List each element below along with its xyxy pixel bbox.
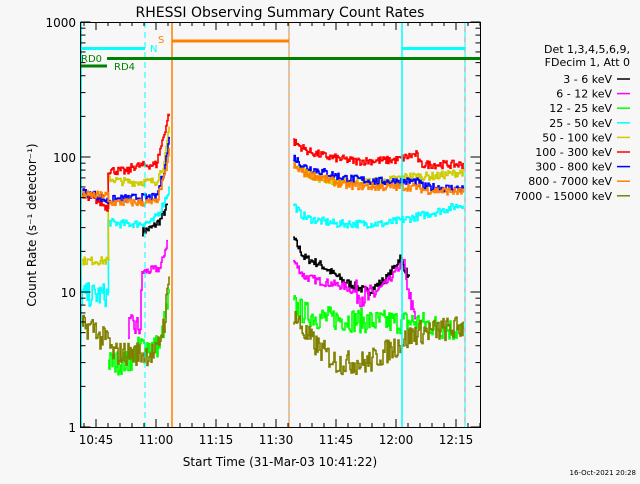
x-tick-label: 11:15 [199, 433, 234, 447]
series-line-7-segment-1 [293, 163, 464, 196]
legend-label: 25 - 50 keV [549, 117, 612, 130]
x-tick-label: 12:00 [379, 433, 414, 447]
series-line-3-segment-1 [293, 202, 464, 229]
series-line-0-segment-0 [142, 203, 168, 237]
legend-header-2: FDecim 1, Att 0 [545, 56, 630, 69]
legend-label: 6 - 12 keV [556, 88, 612, 101]
x-tick-label: 11:00 [139, 433, 174, 447]
s-label: S [158, 35, 164, 46]
series-line-2-segment-0 [108, 289, 170, 376]
rd4-label: RD4 [114, 62, 135, 73]
series-line-4-segment-0 [81, 126, 170, 266]
n-label: N [150, 44, 157, 55]
legend: Det 1,3,4,5,6,9, FDecim 1, Att 0 3 - 6 k… [514, 43, 630, 203]
series-layer [81, 113, 464, 376]
series-line-2-segment-1 [293, 295, 464, 341]
y-axis-label: Count Rate (s⁻¹ detector⁻¹) [25, 143, 39, 306]
series-line-5-segment-1 [293, 138, 464, 170]
series-line-1-segment-0 [128, 239, 168, 340]
axes: 10:45 11:00 11:15 11:30 11:45 12:00 12:15 1 10 10… [45, 16, 481, 447]
x-tick-label: 11:30 [259, 433, 294, 447]
legend-label: 100 - 300 keV [535, 146, 612, 159]
plot-frame [80, 22, 481, 428]
rd0-label: RD0 [81, 54, 102, 65]
series-line-0-segment-1 [293, 236, 410, 296]
x-axis-label: Start Time (31-Mar-03 10:41:22) [183, 455, 377, 469]
legend-label: 800 - 7000 keV [528, 175, 612, 188]
y-tick-label: 1 [68, 421, 76, 435]
y-tick-label: 1000 [45, 16, 76, 30]
series-line-8-segment-1 [293, 310, 464, 376]
series-line-8-segment-0 [81, 276, 170, 367]
x-tick-label: 12:15 [439, 433, 474, 447]
legend-label: 50 - 100 keV [542, 131, 612, 144]
legend-label: 300 - 800 keV [535, 161, 612, 174]
legend-header-1: Det 1,3,4,5,6,9, [544, 43, 630, 56]
y-tick-label: 10 [61, 286, 76, 300]
series-line-1-segment-1 [293, 258, 416, 320]
y-tick-label: 100 [53, 151, 76, 165]
legend-label: 3 - 6 keV [563, 73, 612, 86]
series-line-7-segment-0 [81, 147, 170, 207]
legend-label: 7000 - 15000 keV [514, 190, 612, 203]
footer-timestamp: 16-Oct-2021 20:28 [570, 469, 636, 477]
legend-label: 12 - 25 keV [549, 102, 612, 115]
series-line-5-segment-0 [81, 113, 170, 212]
series-line-3-segment-0 [81, 186, 170, 308]
x-tick-label: 10:45 [79, 433, 114, 447]
chart-title: RHESSI Observing Summary Count Rates [136, 5, 425, 21]
x-tick-label: 11:45 [319, 433, 354, 447]
